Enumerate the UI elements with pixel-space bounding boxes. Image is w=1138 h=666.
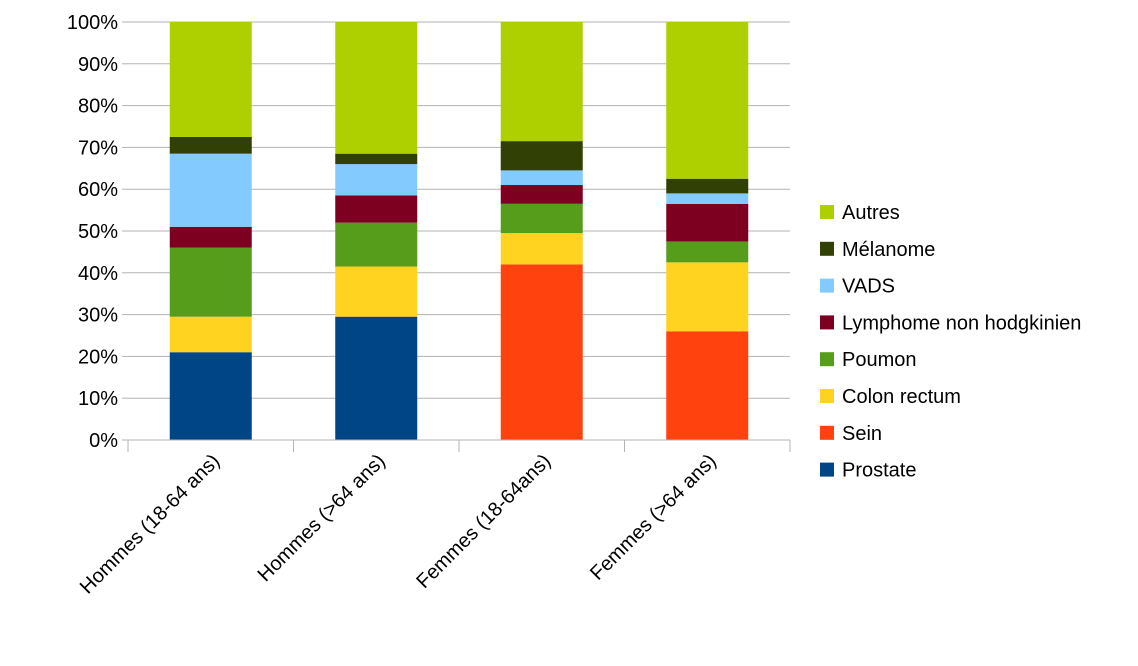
bars: [169, 22, 749, 440]
x-category-label: Hommes (>64 ans): [254, 450, 390, 586]
x-category-label: Hommes (18-64 ans): [76, 450, 224, 598]
legend-swatch: [820, 278, 834, 293]
bar-segment-autres: [666, 22, 749, 179]
legend-label: Colon rectum: [842, 386, 961, 408]
bar-segment-vads: [335, 164, 418, 196]
legend-swatch: [820, 241, 834, 256]
y-tick-label: 90%: [78, 54, 118, 76]
legend-item: Poumon: [820, 349, 917, 371]
y-tick-label: 0%: [89, 430, 118, 452]
y-tick-label: 20%: [78, 346, 118, 368]
bar-segment-sein: [500, 264, 583, 440]
bar-segment-lymphome-non-hodgkinien: [666, 203, 749, 242]
bar-segment-prostate: [335, 316, 418, 440]
bar-segment-vads: [169, 153, 252, 227]
bar-segment-poumon: [335, 222, 418, 267]
legend-label: Lymphome non hodgkinien: [842, 312, 1081, 334]
bar-segment-m-lanome: [500, 141, 583, 171]
bar-segment-m-lanome: [666, 178, 749, 194]
bar-segment-autres: [500, 22, 583, 142]
legend-swatch: [820, 205, 834, 219]
legend-label: Sein: [842, 423, 882, 445]
bar-segment-poumon: [666, 241, 749, 263]
legend-label: Poumon: [842, 349, 917, 371]
legend-item: Sein: [820, 423, 882, 445]
bar-segment-vads: [500, 170, 583, 186]
legend-label: Prostate: [842, 460, 916, 482]
bar-segment-m-lanome: [335, 153, 418, 165]
x-category-label: Femmes (18-64ans): [412, 450, 555, 593]
y-tick-label: 40%: [78, 263, 118, 285]
bar-segment-poumon: [500, 203, 583, 234]
y-axis-tick-labels: 0% 10% 20% 30% 40% 50% 60% 70% 80% 90% 100%: [67, 12, 118, 452]
legend-label: VADS: [842, 276, 895, 298]
bar-segment-autres: [335, 22, 418, 154]
legend-item: Colon rectum: [820, 386, 961, 408]
legend-swatch: [820, 389, 834, 403]
legend-swatch: [820, 352, 834, 367]
y-tick-label: 30%: [78, 305, 118, 327]
y-tick-label: 100%: [67, 12, 118, 34]
bar-segment-m-lanome: [169, 136, 252, 154]
bar-segment-sein: [666, 331, 749, 440]
bar-segment-lymphome-non-hodgkinien: [500, 185, 583, 204]
legend-label: Autres: [842, 202, 900, 224]
bar-segment-colon-rectum: [169, 316, 252, 353]
y-tick-label: 70%: [78, 137, 118, 159]
axes: [122, 21, 791, 452]
y-tick-label: 60%: [78, 179, 118, 201]
legend-swatch: [820, 462, 834, 477]
legend-item: Autres: [820, 202, 900, 224]
y-tick-label: 80%: [78, 96, 118, 118]
bar-segment-colon-rectum: [335, 266, 418, 317]
legend-label: Mélanome: [842, 239, 935, 261]
x-axis-category-labels: Hommes (18-64 ans) Hommes (>64 ans) Femmes…: [76, 450, 721, 598]
bar-segment-vads: [666, 193, 749, 204]
legend-item: Prostate: [820, 460, 916, 482]
bar-segment-autres: [169, 22, 252, 137]
bar-segment-lymphome-non-hodgkinien: [169, 226, 252, 248]
legend-item: Mélanome: [820, 239, 935, 261]
legend-swatch: [820, 425, 834, 440]
bar-segment-prostate: [169, 352, 252, 440]
bar-segment-colon-rectum: [500, 233, 583, 265]
legend-item: Lymphome non hodgkinien: [820, 312, 1081, 334]
legend-swatch: [820, 315, 834, 330]
bar-segment-poumon: [169, 247, 252, 317]
x-category-label: Femmes (>64 ans): [586, 450, 721, 585]
y-tick-label: 10%: [78, 388, 118, 410]
legend: Autres Mélanome VADS Lymphome non hodgkinie…: [820, 202, 1081, 482]
y-tick-label: 50%: [78, 221, 118, 243]
legend-item: VADS: [820, 276, 895, 298]
bar-segment-lymphome-non-hodgkinien: [335, 195, 418, 223]
bar-segment-colon-rectum: [666, 262, 749, 332]
